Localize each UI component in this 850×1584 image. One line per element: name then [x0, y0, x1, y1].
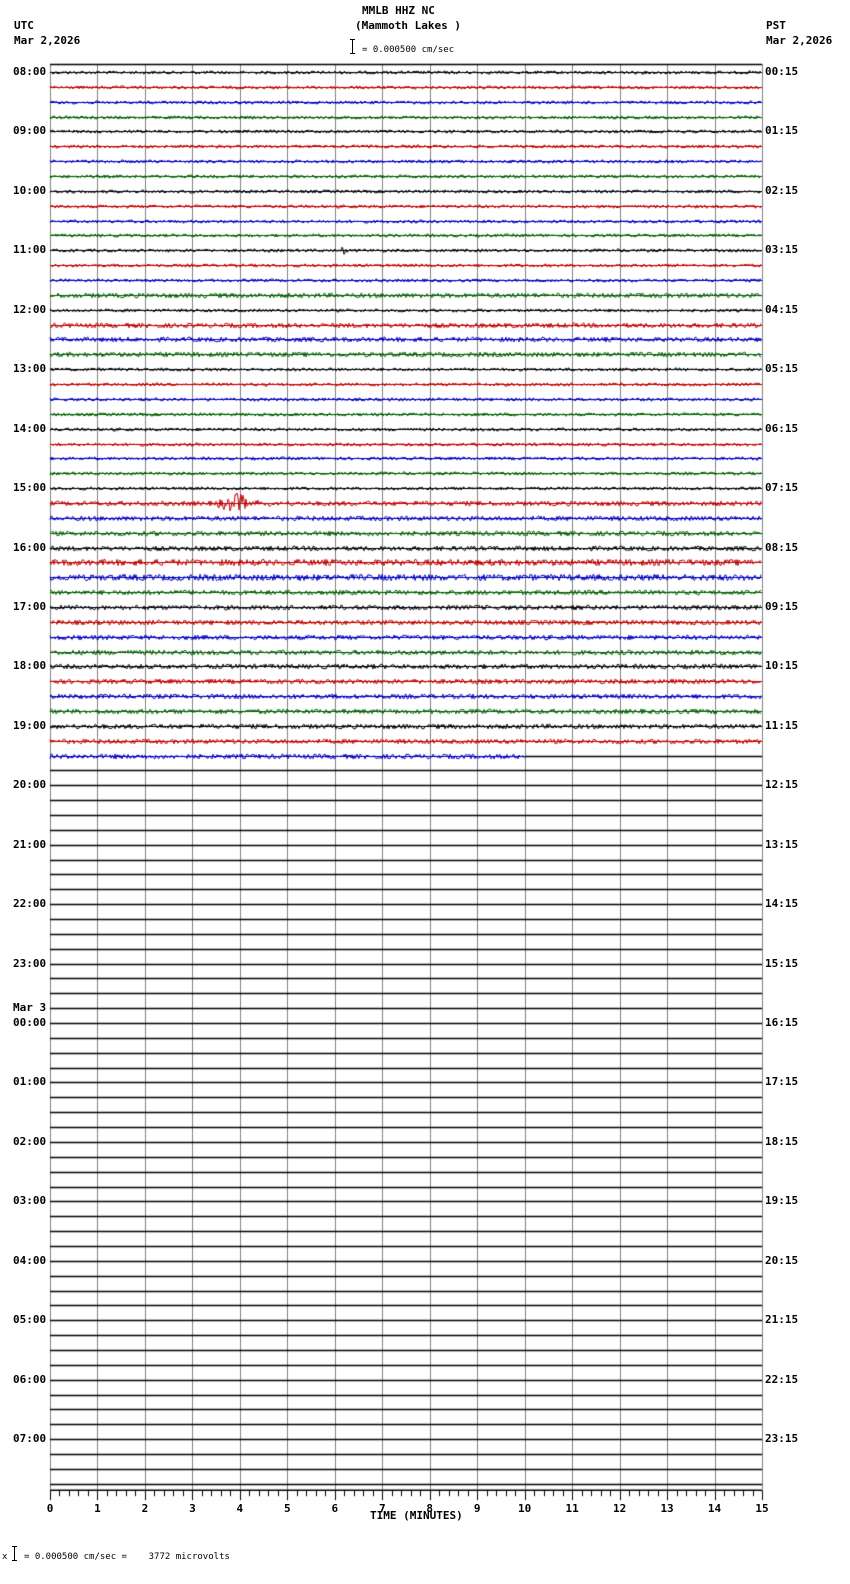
- utc-hour-label: 21:00: [13, 837, 47, 851]
- pst-hour-label: 00:15: [765, 65, 799, 78]
- pst-hour-label: 03:15: [765, 243, 799, 257]
- utc-hour-label: 03:00: [13, 1194, 47, 1208]
- pst-hour-label: 06:15: [765, 421, 799, 435]
- pst-hour-label: 05:15: [765, 362, 799, 376]
- pst-hour-label: 21:15: [765, 1313, 799, 1327]
- pst-hour-label: 02:15: [765, 183, 799, 197]
- x-tick-label: 5: [284, 1502, 291, 1516]
- pst-hour-label: 01:15: [765, 124, 799, 138]
- utc-hour-label: 01:00: [13, 1075, 47, 1089]
- x-tick-label: 6: [331, 1502, 339, 1516]
- utc-hour-label: 17:00: [13, 599, 47, 613]
- utc-hour-label: 06:00: [13, 1372, 47, 1386]
- x-tick-label: 3: [189, 1502, 196, 1516]
- pst-hour-label: 22:15: [765, 1372, 799, 1386]
- utc-hour-label: 04:00: [13, 1253, 47, 1267]
- pst-hour-label: 07:15: [765, 481, 799, 495]
- scale-text: = 0.000500 cm/sec: [362, 45, 455, 55]
- utc-hour-label: 13:00: [13, 362, 47, 376]
- utc-hour-label: 19:00: [13, 718, 47, 732]
- pst-hour-label: 14:15: [765, 897, 799, 911]
- utc-hour-label: 08:00: [13, 65, 47, 78]
- x-tick-label: 2: [141, 1502, 149, 1516]
- station-location: (Mammoth Lakes ): [355, 19, 461, 32]
- pst-hour-label: 20:15: [765, 1253, 799, 1267]
- pst-hour-label: 13:15: [765, 837, 799, 851]
- utc-hour-label: 05:00: [13, 1313, 47, 1327]
- utc-hour-label: 14:00: [13, 421, 47, 435]
- utc-date: Mar 2,2026: [14, 34, 81, 47]
- scale-bar-icon: [350, 39, 355, 54]
- utc-hour-label: 11:00: [13, 243, 47, 257]
- x-tick-label: 11: [565, 1502, 579, 1516]
- date-change-label: Mar 3: [13, 1001, 47, 1015]
- utc-hour-label: 20:00: [13, 778, 47, 792]
- footer-scale-text: = 0.000500 cm/sec = 3772 microvolts: [24, 1552, 230, 1562]
- pst-hour-label: 10:15: [765, 659, 799, 673]
- pst-hour-label: 04:15: [765, 302, 799, 316]
- pst-label: PST: [766, 19, 786, 32]
- x-tick-label: 4: [236, 1502, 244, 1516]
- utc-hour-label: 15:00: [13, 481, 47, 495]
- x-tick-label: 14: [707, 1502, 722, 1516]
- pst-hour-label: 19:15: [765, 1194, 799, 1208]
- utc-hour-label: 18:00: [13, 659, 47, 673]
- pst-hour-label: 18:15: [765, 1134, 799, 1148]
- footer-scale-bar-icon: [12, 1546, 17, 1561]
- x-tick-label: 13: [660, 1502, 674, 1516]
- utc-hour-label: 22:00: [13, 897, 47, 911]
- utc-label: UTC: [14, 19, 34, 32]
- utc-hour-label: 12:00: [13, 302, 47, 316]
- pst-date: Mar 2,2026: [766, 34, 833, 47]
- x-tick-label: 1: [94, 1502, 101, 1516]
- utc-hour-label: 02:00: [13, 1134, 47, 1148]
- pst-hour-label: 15:15: [765, 956, 799, 970]
- x-tick-label: 7: [378, 1502, 386, 1516]
- pst-hour-label: 23:15: [765, 1432, 799, 1446]
- pst-hour-label: 11:15: [765, 718, 799, 732]
- utc-hour-label: 23:00: [13, 956, 47, 970]
- utc-hour-label: 10:00: [13, 183, 47, 197]
- utc-hour-label: 07:00: [13, 1432, 47, 1446]
- x-tick-label: 12: [612, 1502, 627, 1516]
- x-tick-label: 9: [473, 1502, 481, 1516]
- x-tick-label: 10: [518, 1502, 532, 1516]
- pst-hour-label: 12:15: [765, 778, 799, 792]
- x-tick-label: 8: [426, 1502, 434, 1516]
- station-title: MMLB HHZ NC: [362, 4, 435, 17]
- pst-hour-label: 16:15: [765, 1016, 799, 1030]
- utc-hour-label: 09:00: [13, 124, 47, 138]
- x-tick-label: 15: [755, 1502, 769, 1516]
- pst-hour-label: 09:15: [765, 599, 799, 613]
- x-axis-title: TIME (MINUTES): [370, 1509, 463, 1522]
- x-tick-label: 0: [46, 1502, 54, 1516]
- pst-hour-label: 17:15: [765, 1075, 799, 1089]
- utc-hour-label: 00:00: [13, 1016, 47, 1030]
- footer-prefix: x: [2, 1552, 8, 1562]
- pst-hour-label: 08:15: [765, 540, 799, 554]
- utc-hour-label: 16:00: [13, 540, 47, 554]
